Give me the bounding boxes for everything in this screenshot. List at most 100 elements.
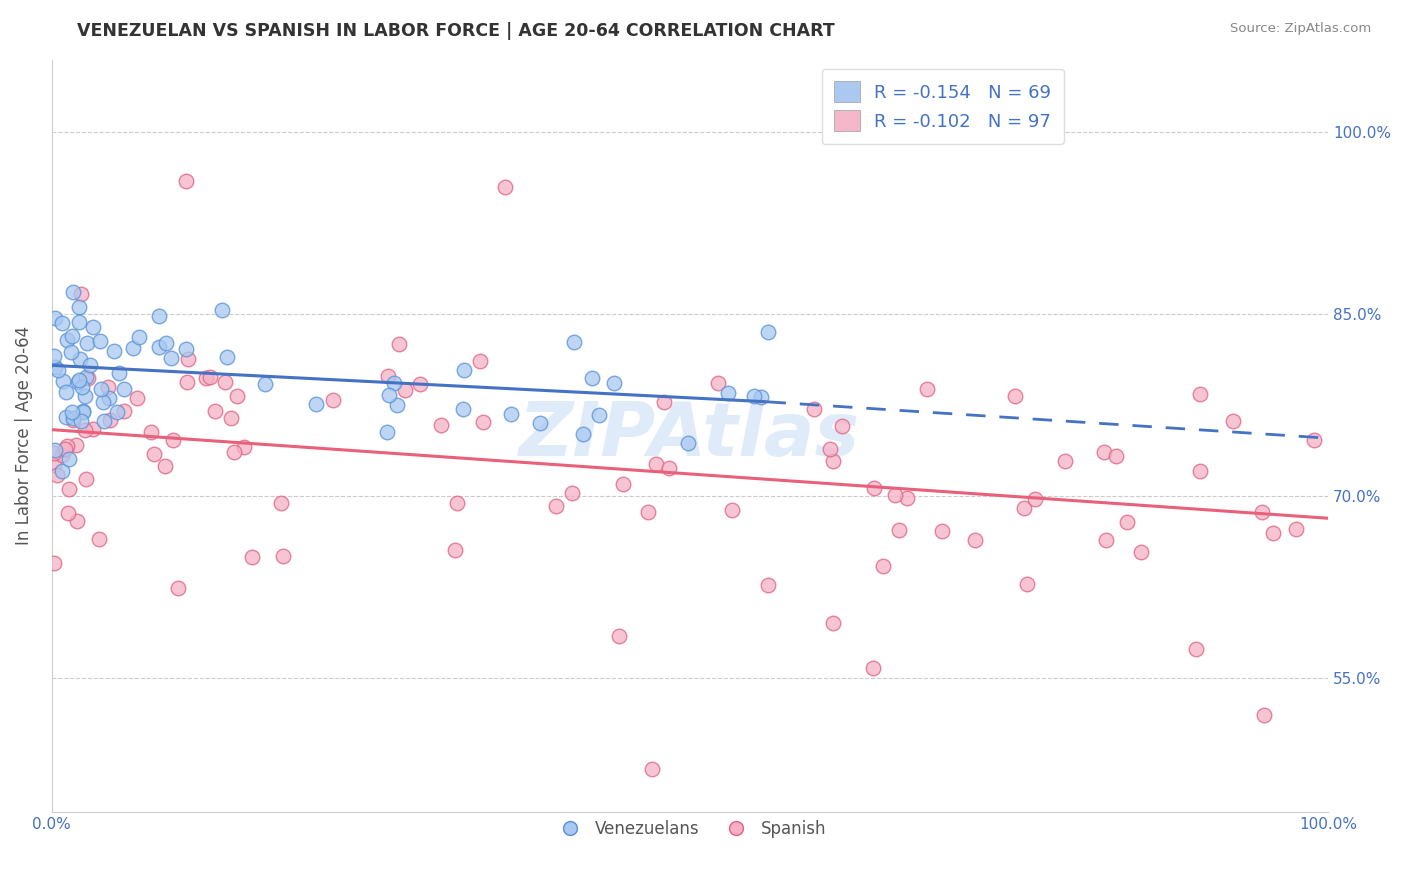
Point	[214, 375, 236, 389]
Point	[51, 316, 73, 330]
Point	[51, 464, 73, 478]
Text: VENEZUELAN VS SPANISH IN LABOR FORCE | AGE 20-64 CORRELATION CHART: VENEZUELAN VS SPANISH IN LABOR FORCE | A…	[77, 22, 835, 40]
Point	[160, 351, 183, 366]
Point	[676, 436, 699, 450]
Point	[77, 371, 100, 385]
Point	[87, 532, 110, 546]
Point	[72, 404, 94, 418]
Point	[233, 440, 256, 454]
Point	[1285, 522, 1308, 536]
Point	[58, 483, 80, 497]
Point	[1092, 445, 1115, 459]
Point	[103, 344, 125, 359]
Point	[56, 506, 79, 520]
Point	[76, 335, 98, 350]
Point	[66, 375, 89, 389]
Point	[915, 382, 938, 396]
Point	[75, 423, 97, 437]
Text: Source: ZipAtlas.com: Source: ZipAtlas.com	[1230, 22, 1371, 36]
Point	[751, 390, 773, 404]
Point	[931, 524, 953, 538]
Point	[93, 414, 115, 428]
Point	[581, 370, 603, 384]
Point	[177, 352, 200, 367]
Point	[162, 434, 184, 448]
Point	[217, 350, 239, 364]
Point	[60, 328, 83, 343]
Point	[253, 377, 276, 392]
Point	[75, 472, 97, 486]
Point	[1188, 464, 1211, 478]
Point	[75, 370, 97, 384]
Point	[965, 533, 987, 548]
Point	[378, 388, 401, 402]
Point	[716, 386, 738, 401]
Point	[562, 335, 585, 350]
Point	[588, 408, 610, 422]
Point	[602, 376, 624, 390]
Point	[128, 330, 150, 344]
Point	[148, 309, 170, 323]
Point	[55, 385, 77, 400]
Point	[1105, 449, 1128, 463]
Point	[430, 418, 453, 433]
Point	[62, 285, 84, 299]
Point	[65, 438, 87, 452]
Point	[65, 514, 87, 528]
Point	[444, 543, 467, 558]
Point	[872, 558, 894, 573]
Point	[176, 376, 198, 390]
Point	[544, 499, 567, 513]
Point	[62, 405, 84, 419]
Point	[105, 405, 128, 419]
Point	[44, 349, 66, 363]
Point	[89, 334, 111, 348]
Point	[127, 391, 149, 405]
Point	[1253, 707, 1275, 722]
Point	[225, 389, 247, 403]
Point	[756, 325, 779, 339]
Point	[72, 405, 94, 419]
Point	[394, 383, 416, 397]
Point	[69, 414, 91, 428]
Point	[1095, 533, 1118, 547]
Point	[501, 407, 523, 421]
Point	[167, 582, 190, 596]
Point	[44, 310, 66, 325]
Point	[52, 374, 75, 388]
Point	[44, 360, 66, 375]
Point	[219, 410, 242, 425]
Point	[46, 468, 69, 483]
Point	[863, 481, 886, 495]
Point	[1012, 500, 1035, 515]
Point	[883, 488, 905, 502]
Point	[60, 344, 83, 359]
Point	[408, 376, 430, 391]
Point	[97, 380, 120, 394]
Point	[453, 363, 475, 377]
Point	[322, 392, 344, 407]
Point	[174, 343, 197, 357]
Point	[198, 369, 221, 384]
Point	[896, 491, 918, 505]
Point	[1263, 525, 1285, 540]
Point	[823, 616, 845, 631]
Point	[862, 661, 884, 675]
Point	[122, 341, 145, 355]
Point	[388, 337, 411, 351]
Point	[67, 301, 90, 315]
Point	[607, 629, 630, 643]
Point	[1024, 492, 1046, 507]
Point	[451, 402, 474, 417]
Point	[377, 425, 399, 439]
Point	[53, 442, 76, 456]
Point	[98, 392, 121, 406]
Point	[644, 457, 666, 471]
Point	[108, 366, 131, 380]
Point	[1303, 434, 1326, 448]
Point	[1015, 577, 1038, 591]
Point	[62, 411, 84, 425]
Point	[720, 503, 742, 517]
Point	[70, 380, 93, 394]
Point	[1129, 544, 1152, 558]
